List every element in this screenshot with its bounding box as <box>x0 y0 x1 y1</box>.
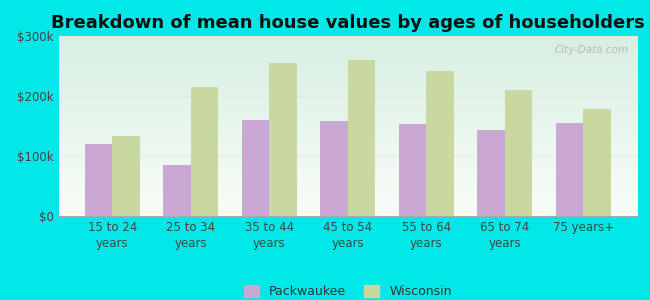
Bar <box>112 136 140 216</box>
Bar <box>398 124 426 216</box>
Legend: Packwaukee, Wisconsin: Packwaukee, Wisconsin <box>239 280 457 300</box>
Bar <box>269 63 297 216</box>
Bar <box>190 87 218 216</box>
Bar <box>583 109 611 216</box>
Title: Breakdown of mean house values by ages of householders: Breakdown of mean house values by ages o… <box>51 14 645 32</box>
Bar <box>556 123 583 216</box>
Bar <box>163 165 190 216</box>
Bar <box>477 130 505 216</box>
Bar <box>242 120 269 216</box>
Bar <box>348 60 375 216</box>
Bar <box>426 71 454 216</box>
Text: City-Data.com: City-Data.com <box>554 45 629 55</box>
Bar <box>320 121 348 216</box>
Bar <box>505 90 532 216</box>
Bar <box>84 144 112 216</box>
